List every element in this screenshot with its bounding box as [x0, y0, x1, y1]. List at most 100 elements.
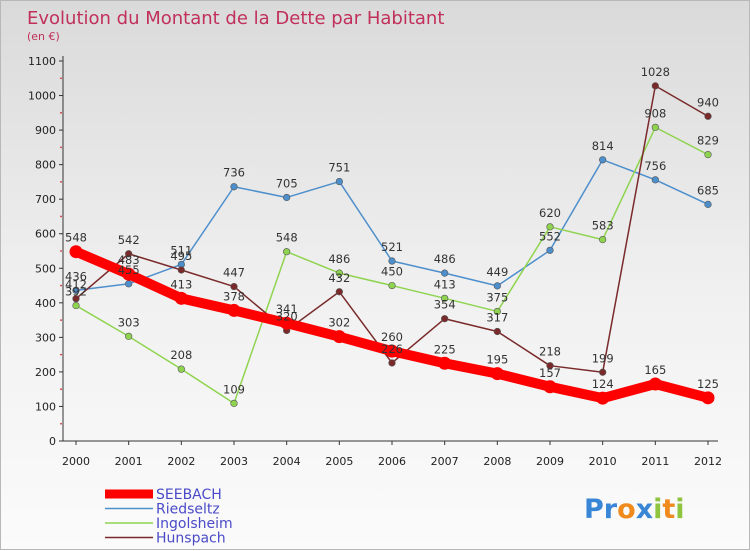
data-label: 548 — [276, 231, 298, 245]
data-point — [335, 269, 343, 277]
data-point — [335, 177, 343, 186]
y-tick-label: 900 — [35, 124, 56, 137]
y-minor-tick — [60, 422, 62, 425]
y-minor-tick — [60, 77, 62, 80]
data-label: 814 — [592, 139, 614, 153]
data-label: 303 — [118, 315, 140, 329]
data-label: 736 — [223, 166, 245, 180]
logo-letter: x — [636, 494, 653, 525]
data-point — [651, 176, 659, 184]
data-label: 483 — [118, 253, 140, 267]
data-label: 317 — [486, 310, 508, 324]
data-label: 486 — [328, 252, 350, 266]
data-label: 486 — [434, 252, 456, 266]
logo-letter: o — [617, 494, 636, 525]
data-label: 392 — [65, 285, 87, 299]
data-label: 354 — [434, 298, 456, 312]
x-tick-label: 2001 — [115, 455, 143, 468]
data-label: 375 — [486, 290, 508, 304]
x-tick-label: 2006 — [378, 455, 406, 468]
data-point — [125, 250, 133, 258]
data-label: 412 — [65, 278, 87, 292]
data-label: 450 — [381, 265, 403, 279]
x-tick-label: 2004 — [273, 455, 301, 468]
data-label: 756 — [644, 159, 666, 173]
data-label: 447 — [223, 266, 245, 280]
data-point — [72, 286, 80, 294]
data-label: 378 — [223, 289, 245, 303]
data-label: 165 — [644, 363, 666, 377]
data-point — [546, 362, 554, 370]
data-label: 511 — [170, 243, 192, 257]
y-tick-label: 400 — [35, 297, 56, 310]
data-label: 751 — [328, 161, 350, 175]
data-point — [441, 269, 449, 277]
x-tick-label: 2007 — [431, 455, 459, 468]
data-point — [174, 291, 188, 305]
x-tick-label: 2002 — [167, 455, 195, 468]
logo-letter: i — [653, 494, 662, 525]
data-label: 124 — [592, 377, 614, 391]
data-point — [704, 151, 712, 159]
x-tick-label: 2010 — [589, 455, 617, 468]
logo-letter: P — [584, 494, 604, 525]
y-tick-label: 600 — [35, 228, 56, 241]
x-tick-label: 2009 — [536, 455, 564, 468]
data-point — [651, 123, 659, 131]
data-point — [283, 248, 291, 256]
data-point — [546, 223, 554, 231]
data-label: 413 — [434, 277, 456, 291]
data-label: 1028 — [641, 65, 670, 79]
chart-axes: 0 100 200 300 400 500 600 700 800 900 1000 1100 2000… — [28, 55, 722, 468]
y-minor-tick — [60, 353, 62, 356]
data-point — [701, 391, 715, 405]
legend-label: SEEBACH — [156, 487, 222, 503]
data-label: 908 — [644, 106, 666, 120]
data-label: 302 — [328, 316, 350, 330]
data-point — [230, 282, 238, 291]
data-label: 218 — [539, 345, 561, 359]
data-label: 940 — [697, 95, 719, 109]
data-label: 495 — [170, 249, 192, 263]
data-point — [493, 282, 501, 290]
y-minor-tick — [60, 215, 62, 218]
chart-title: Evolution du Montant de la Dette par Hab… — [27, 8, 444, 29]
y-tick-label: 300 — [35, 331, 56, 344]
data-label: 705 — [276, 176, 298, 190]
data-label: 208 — [170, 348, 192, 362]
data-point — [122, 267, 136, 281]
y-minor-tick — [60, 250, 62, 252]
data-point — [177, 266, 185, 274]
data-label: 341 — [276, 302, 298, 316]
data-point — [596, 391, 610, 405]
y-tick-label: 1100 — [28, 55, 56, 68]
logo-letter: r — [604, 494, 618, 525]
y-minor-tick — [60, 284, 62, 287]
data-point — [385, 344, 399, 358]
data-label: 125 — [697, 377, 719, 391]
data-point — [441, 294, 449, 302]
data-label: 583 — [592, 219, 614, 233]
y-tick-label: 1000 — [28, 90, 56, 103]
data-label: 320 — [276, 309, 298, 323]
data-label: 225 — [434, 342, 456, 356]
data-point — [490, 367, 504, 381]
data-label: 542 — [118, 233, 140, 247]
data-point — [599, 368, 607, 376]
data-label: 436 — [65, 269, 87, 283]
y-minor-tick — [60, 181, 62, 183]
data-point — [335, 288, 343, 296]
y-minor-tick — [60, 388, 62, 391]
data-point — [125, 332, 133, 340]
y-tick-label: 800 — [35, 159, 56, 172]
y-tick-label: 700 — [35, 193, 56, 206]
logo-letter: t — [662, 494, 675, 525]
y-tick-label: 500 — [35, 262, 56, 275]
data-label: 260 — [381, 330, 403, 344]
logo-letter: i — [675, 494, 684, 525]
data-label: 449 — [486, 265, 508, 279]
y-minor-tick — [60, 146, 62, 149]
